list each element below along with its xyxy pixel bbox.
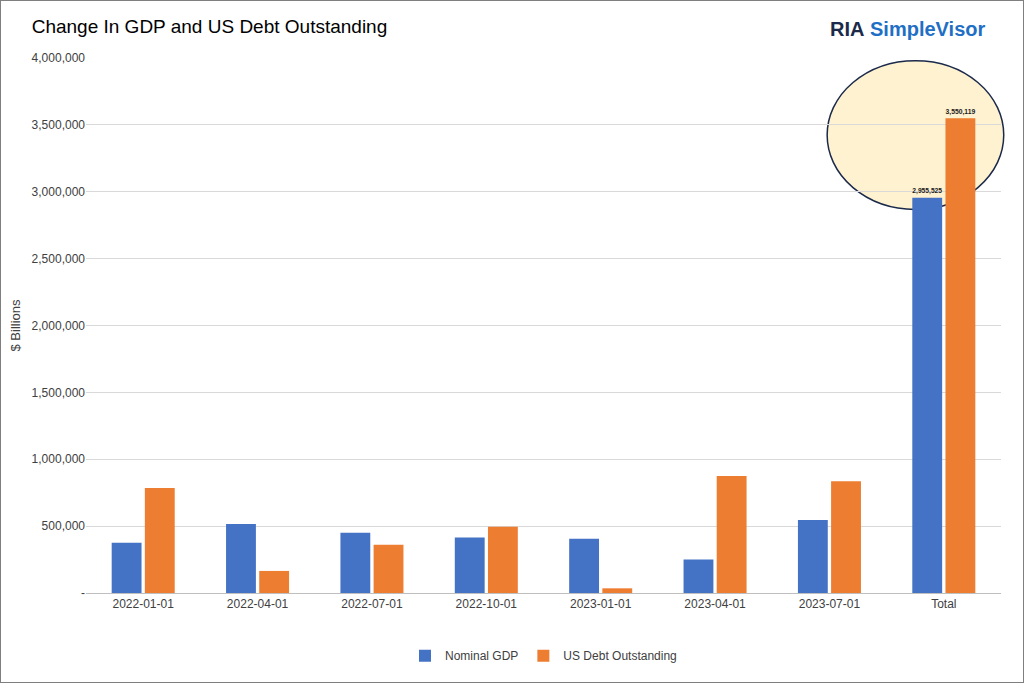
svg-text:2,000,000: 2,000,000: [32, 319, 86, 333]
svg-text:1,500,000: 1,500,000: [32, 386, 86, 400]
svg-text:2023-01-01: 2023-01-01: [570, 597, 632, 611]
svg-text:2,500,000: 2,500,000: [32, 252, 86, 266]
svg-text:2022-04-01: 2022-04-01: [227, 597, 289, 611]
svg-text:2022-07-01: 2022-07-01: [341, 597, 403, 611]
svg-text:Change In GDP and US Debt Outs: Change In GDP and US Debt Outstanding: [32, 16, 388, 37]
svg-text:3,000,000: 3,000,000: [32, 185, 86, 199]
svg-text:2023-07-01: 2023-07-01: [799, 597, 861, 611]
svg-text:Nominal GDP: Nominal GDP: [445, 649, 518, 663]
svg-text:2022-10-01: 2022-10-01: [456, 597, 518, 611]
svg-text:-: -: [81, 586, 85, 600]
svg-text:500,000: 500,000: [42, 519, 86, 533]
svg-text:2023-04-01: 2023-04-01: [684, 597, 746, 611]
svg-text:RIA SimpleVisor: RIA SimpleVisor: [830, 18, 985, 40]
svg-text:$ Billions: $ Billions: [8, 299, 23, 352]
svg-text:3,550,119: 3,550,119: [945, 108, 975, 116]
svg-text:4,000,000: 4,000,000: [32, 51, 86, 65]
svg-text:US Debt Outstanding: US Debt Outstanding: [563, 649, 676, 663]
svg-text:2022-01-01: 2022-01-01: [112, 597, 174, 611]
svg-text:2,955,525: 2,955,525: [912, 187, 942, 195]
svg-text:Total: Total: [931, 597, 956, 611]
svg-text:3,500,000: 3,500,000: [32, 118, 86, 132]
svg-text:1,000,000: 1,000,000: [32, 452, 86, 466]
